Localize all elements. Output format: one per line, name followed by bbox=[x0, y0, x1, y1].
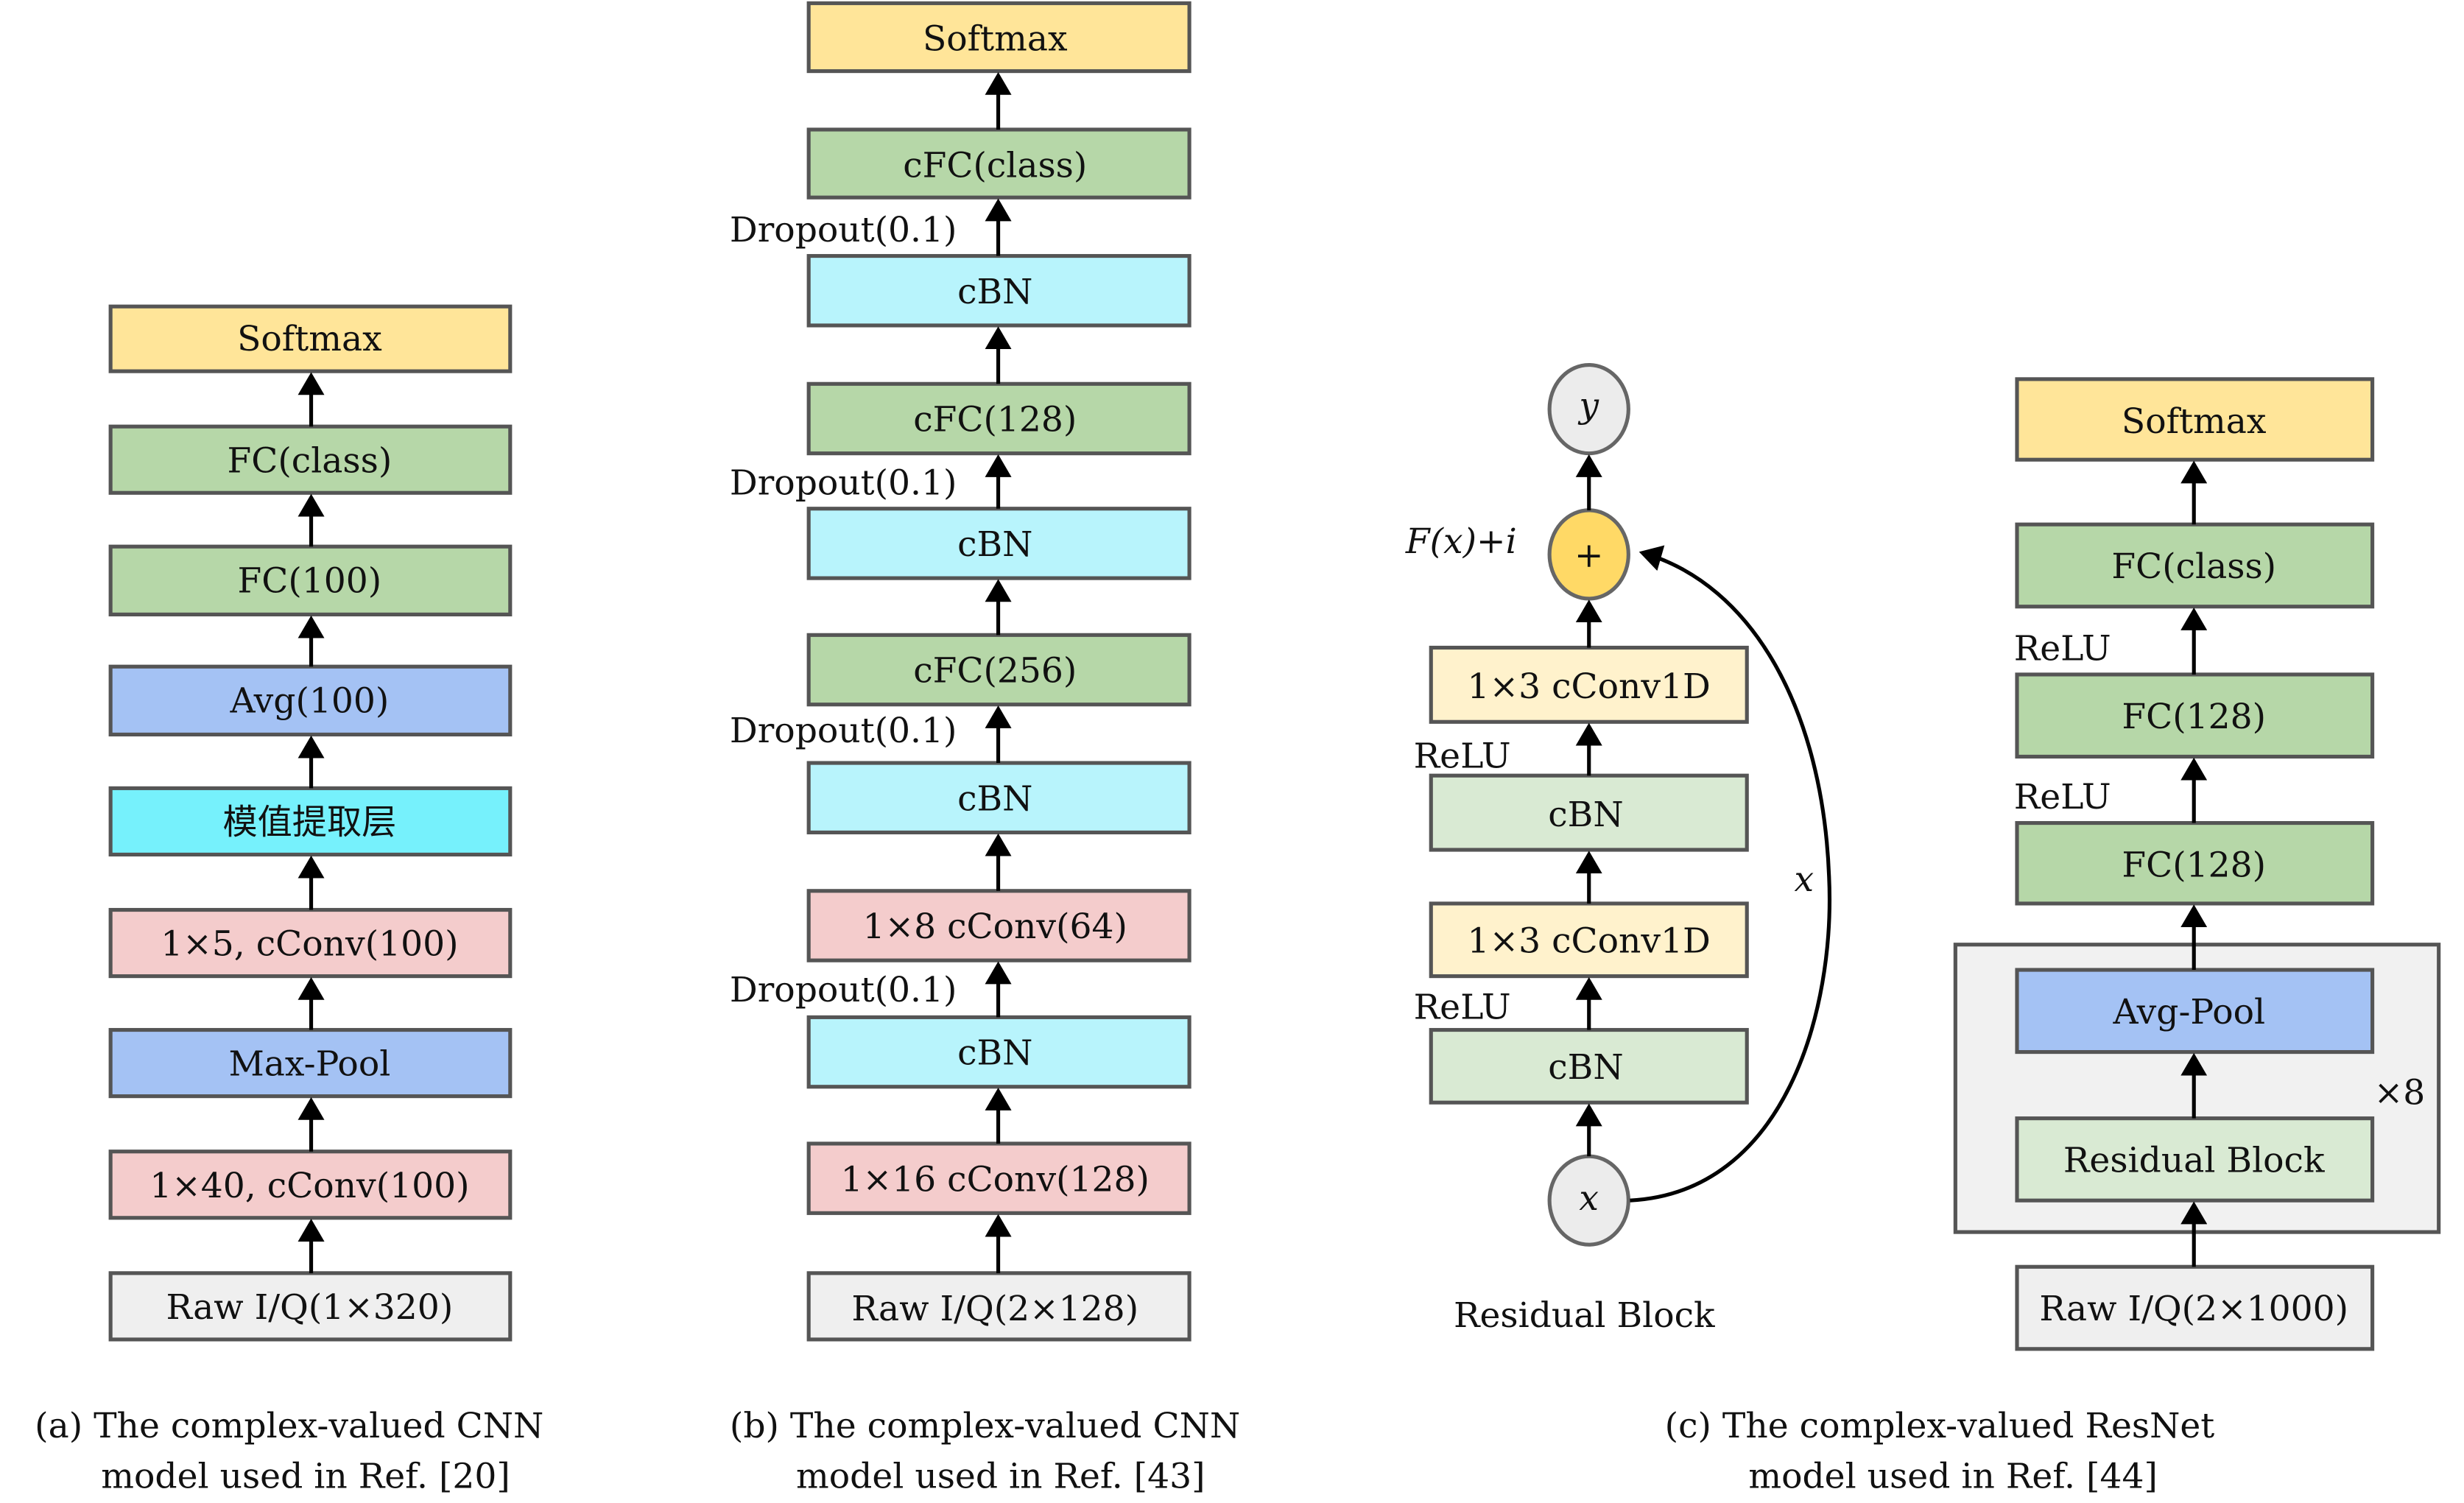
svg-text:Softmax: Softmax bbox=[923, 19, 1068, 60]
svg-text:cBN: cBN bbox=[957, 524, 1032, 565]
repeat-label: ×8 bbox=[2374, 1072, 2426, 1113]
svg-text:FC(128): FC(128) bbox=[2122, 845, 2266, 885]
layer-modulus-extraction: 模值提取层 bbox=[108, 786, 513, 857]
layer-fc-128: FC(128) bbox=[2015, 820, 2375, 906]
svg-text:Softmax: Softmax bbox=[2122, 401, 2267, 442]
svg-text:+: + bbox=[1574, 535, 1604, 576]
sum-node: + bbox=[1547, 508, 1630, 601]
skip-connection bbox=[1630, 545, 1831, 1203]
svg-text:FC(128): FC(128) bbox=[2122, 697, 2266, 737]
layer-cbn: cBN bbox=[806, 1015, 1191, 1089]
panel-a: Softmax FC(class) FC(100) Avg(100) 模值提取层… bbox=[35, 304, 543, 1497]
layer-cfc-256: cFC(256) bbox=[806, 633, 1191, 707]
panel-b: Softmax cFC(class) cBN cFC(128) cBN cFC(… bbox=[730, 1, 1240, 1497]
input-node-x: x bbox=[1547, 1154, 1630, 1247]
layer-softmax: Softmax bbox=[108, 304, 513, 373]
output-node-y: y bbox=[1547, 362, 1630, 456]
svg-text:cBN: cBN bbox=[957, 272, 1032, 312]
relu-label: ReLU bbox=[1414, 736, 1511, 776]
svg-text:FC(class): FC(class) bbox=[2111, 546, 2276, 587]
dropout-label: Dropout(0.1) bbox=[730, 462, 957, 503]
layer-fc-128: FC(128) bbox=[2015, 672, 2375, 759]
layer-cbn: cBN bbox=[1429, 773, 1749, 852]
layer-input: Raw I/Q(2×1000) bbox=[2015, 1264, 2375, 1351]
layer-fc-100: FC(100) bbox=[108, 544, 513, 617]
resnet-diagram: Softmax FC(class) FC(128) FC(128) Avg-Po… bbox=[1665, 377, 2441, 1497]
svg-text:cBN: cBN bbox=[957, 1033, 1032, 1074]
svg-text:cBN: cBN bbox=[1548, 1047, 1623, 1088]
svg-text:1×8 cConv(64): 1×8 cConv(64) bbox=[863, 907, 1127, 947]
layer-max-pool: Max-Pool bbox=[108, 1027, 513, 1099]
residual-block-title: Residual Block bbox=[1454, 1295, 1715, 1336]
layer-avg: Avg(100) bbox=[108, 664, 513, 737]
svg-text:cFC(256): cFC(256) bbox=[913, 651, 1077, 691]
svg-text:Avg(100): Avg(100) bbox=[229, 680, 389, 721]
layer-input: Raw I/Q(2×128) bbox=[806, 1271, 1191, 1342]
dropout-label: Dropout(0.1) bbox=[730, 711, 957, 751]
layer-fc-class: FC(class) bbox=[2015, 522, 2375, 609]
dropout-label: Dropout(0.1) bbox=[730, 970, 957, 1010]
layer-softmax: Softmax bbox=[806, 1, 1191, 74]
svg-text:1×3 cConv1D: 1×3 cConv1D bbox=[1468, 666, 1711, 707]
layer-fc-class: FC(class) bbox=[108, 424, 513, 495]
layer-residual-block: Residual Block bbox=[2015, 1116, 2375, 1203]
layer-cfc-class: cFC(class) bbox=[806, 127, 1191, 200]
layer-cfc-128: cFC(128) bbox=[806, 381, 1191, 456]
svg-text:Avg-Pool: Avg-Pool bbox=[2112, 992, 2265, 1032]
sum-label: F(x)+i bbox=[1405, 521, 1517, 562]
svg-text:1×40, cConv(100): 1×40, cConv(100) bbox=[149, 1166, 469, 1206]
relu-label: ReLU bbox=[1414, 988, 1511, 1028]
layer-cbn: cBN bbox=[806, 761, 1191, 834]
caption-a-line2: model used in Ref. [20] bbox=[101, 1457, 510, 1497]
layer-conv-1x8: 1×8 cConv(64) bbox=[806, 889, 1191, 962]
svg-text:Max-Pool: Max-Pool bbox=[228, 1044, 390, 1085]
arrows-residual bbox=[1575, 454, 1831, 1203]
caption-b-line2: model used in Ref. [43] bbox=[796, 1457, 1205, 1497]
layer-conv-1x40: 1×40, cConv(100) bbox=[108, 1150, 513, 1220]
skip-label: x bbox=[1795, 859, 1814, 900]
svg-text:FC(class): FC(class) bbox=[228, 440, 393, 481]
layer-cbn: cBN bbox=[1429, 1027, 1749, 1105]
svg-text:cFC(128): cFC(128) bbox=[913, 400, 1077, 440]
layer-conv1d: 1×3 cConv1D bbox=[1429, 645, 1749, 724]
svg-text:Raw I/Q(2×128): Raw I/Q(2×128) bbox=[851, 1289, 1138, 1329]
caption-b-line1: (b) The complex-valued CNN bbox=[730, 1406, 1240, 1446]
caption-c-line1: (c) The complex-valued ResNet bbox=[1665, 1406, 2215, 1446]
svg-text:FC(100): FC(100) bbox=[238, 560, 382, 601]
svg-text:1×16 cConv(128): 1×16 cConv(128) bbox=[841, 1159, 1150, 1200]
relu-label: ReLU bbox=[2014, 777, 2111, 817]
layer-conv-1x16: 1×16 cConv(128) bbox=[806, 1141, 1191, 1215]
residual-block-diagram: y + F(x)+i 1×3 cConv1D cBN 1×3 cConv1D c… bbox=[1405, 362, 1831, 1336]
layer-avg-pool: Avg-Pool bbox=[2015, 968, 2375, 1055]
svg-text:x: x bbox=[1579, 1178, 1599, 1219]
layer-cbn: cBN bbox=[806, 507, 1191, 580]
svg-text:Raw I/Q(1×320): Raw I/Q(1×320) bbox=[166, 1287, 454, 1328]
svg-text:cFC(class): cFC(class) bbox=[903, 145, 1087, 186]
svg-text:cBN: cBN bbox=[957, 778, 1032, 819]
svg-text:Residual Block: Residual Block bbox=[2063, 1141, 2325, 1181]
layer-conv-1x5: 1×5, cConv(100) bbox=[108, 907, 513, 979]
svg-text:1×3 cConv1D: 1×3 cConv1D bbox=[1468, 921, 1711, 961]
caption-c-line2: model used in Ref. [44] bbox=[1748, 1457, 2158, 1497]
relu-label: ReLU bbox=[2014, 629, 2111, 669]
svg-text:Raw I/Q(2×1000): Raw I/Q(2×1000) bbox=[2039, 1289, 2348, 1329]
layer-cbn: cBN bbox=[806, 253, 1191, 328]
layer-conv1d: 1×3 cConv1D bbox=[1429, 901, 1749, 979]
dropout-label: Dropout(0.1) bbox=[730, 210, 957, 250]
caption-a-line1: (a) The complex-valued CNN bbox=[35, 1406, 543, 1446]
svg-text:cBN: cBN bbox=[1548, 795, 1623, 835]
svg-text:1×5, cConv(100): 1×5, cConv(100) bbox=[161, 924, 458, 965]
svg-text:y: y bbox=[1577, 385, 1599, 426]
layer-softmax: Softmax bbox=[2015, 377, 2375, 462]
svg-text:模值提取层: 模值提取层 bbox=[222, 803, 396, 843]
svg-text:Softmax: Softmax bbox=[237, 319, 382, 359]
layer-input: Raw I/Q(1×320) bbox=[108, 1271, 513, 1342]
